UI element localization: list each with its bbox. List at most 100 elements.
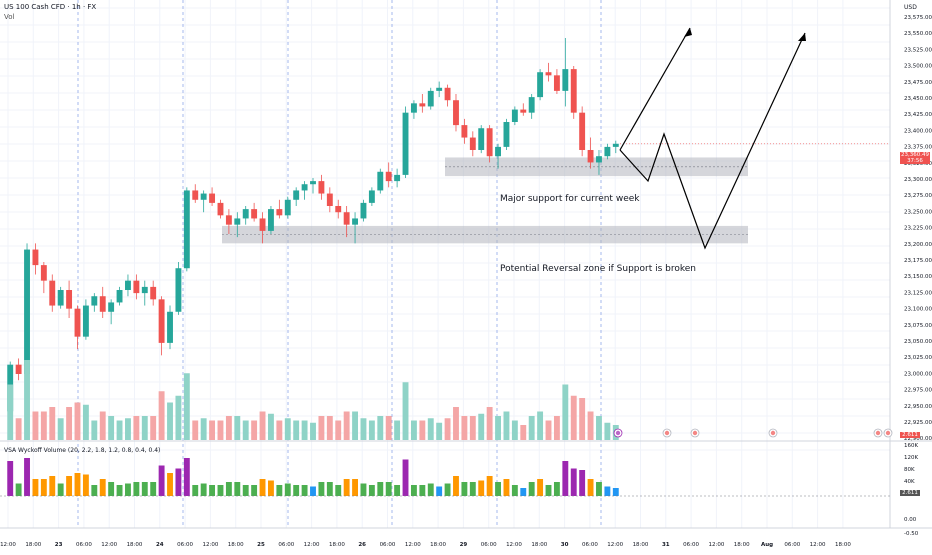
candle-body <box>343 212 350 225</box>
volume-value-badge: 2.611 <box>900 432 920 438</box>
time-tick-label: 12:00 <box>607 542 623 548</box>
candle-body <box>335 206 342 213</box>
candle-body <box>74 308 81 337</box>
volume-bar <box>183 373 190 440</box>
reversal-zone-annotation: Potential Reversal zone if Support is br… <box>500 264 697 274</box>
time-tick-label: 06:00 <box>177 542 193 548</box>
wyckoff-bar <box>276 485 283 496</box>
price-tick-label: 22,900.00 <box>904 436 932 442</box>
wyckoff-value-badge: 2.611 <box>900 490 920 496</box>
wyckoff-bar <box>66 476 73 496</box>
wyckoff-bar <box>200 483 207 496</box>
wyckoff-bar <box>486 476 493 496</box>
arrowhead-icon <box>684 28 692 37</box>
wyckoff-bar <box>49 476 56 496</box>
time-tick-label: 24 <box>156 542 164 548</box>
last-price-badge: 23,360.49 <box>900 152 930 158</box>
candle-body <box>520 109 527 113</box>
candle-body <box>469 137 476 150</box>
volume-bar <box>419 420 426 440</box>
wyckoff-bar <box>444 483 451 496</box>
symbol-title[interactable]: US 100 Cash CFD · 1h · FX <box>4 3 97 11</box>
volume-bar <box>57 418 64 440</box>
wyckoff-bar <box>318 482 325 496</box>
countdown-badge: 37:56 <box>900 158 930 164</box>
volume-bar <box>251 420 258 440</box>
volume-bar <box>352 411 358 440</box>
wyckoff-tick-label: 0.00 <box>904 517 917 523</box>
wyckoff-bar <box>394 485 401 496</box>
wyckoff-bar <box>225 482 232 496</box>
wyckoff-bar <box>511 485 518 496</box>
wyckoff-bar <box>133 482 140 496</box>
price-tick-label: 23,475.00 <box>904 80 932 86</box>
candle-body <box>478 128 485 150</box>
volume-indicator-label[interactable]: Vol <box>4 13 15 21</box>
volume-bar <box>604 422 611 440</box>
wyckoff-tick-label: -0.50 <box>904 531 919 537</box>
event-flag-icon <box>662 428 672 438</box>
candle-body <box>419 103 426 107</box>
candle-body <box>141 286 148 294</box>
price-tick-label: 23,425.00 <box>904 112 932 118</box>
volume-bar <box>461 416 468 440</box>
wyckoff-tick-label: 80K <box>904 467 915 473</box>
volume-bar <box>7 384 14 440</box>
wyckoff-tick-label: 160K <box>904 443 918 449</box>
candle-body <box>49 280 56 306</box>
wyckoff-indicator-label[interactable]: VSA Wyckoff Volume (20, 2.2, 1.8, 1.2, 0… <box>4 447 161 454</box>
candle-body <box>24 249 30 374</box>
time-tick-label: 12:00 <box>202 542 218 548</box>
time-tick-label: 06:00 <box>481 542 497 548</box>
volume-bar <box>293 420 300 440</box>
volume-bar <box>511 420 518 440</box>
price-tick-label: 23,175.00 <box>904 258 932 264</box>
wyckoff-bar <box>91 485 98 496</box>
volume-bar <box>579 398 586 440</box>
wyckoff-bar <box>528 482 535 496</box>
time-tick-label: 12:00 <box>506 542 522 548</box>
volume-bar <box>167 402 173 440</box>
time-tick-label: 26 <box>358 542 366 548</box>
time-tick-label: 25 <box>257 542 265 548</box>
wyckoff-bar <box>259 479 266 496</box>
wyckoff-bar <box>495 482 501 496</box>
major-support-annotation: Major support for current week <box>500 194 640 204</box>
volume-bar <box>192 420 199 440</box>
wyckoff-bar <box>108 482 115 496</box>
volume-bar <box>495 416 501 440</box>
candle-body <box>66 290 73 309</box>
wyckoff-bar <box>125 483 131 496</box>
wyckoff-bar <box>604 486 611 496</box>
wyckoff-bar <box>570 468 577 496</box>
candle-body <box>596 156 602 163</box>
volume-bar <box>335 420 342 440</box>
candle-body <box>579 112 586 150</box>
volume-bar <box>40 411 47 440</box>
candle-body <box>545 72 552 76</box>
volume-bar <box>133 416 140 440</box>
event-flag-icon <box>883 428 893 438</box>
volume-bar <box>74 402 81 440</box>
wyckoff-bar <box>402 459 409 496</box>
event-flag-icon <box>690 428 700 438</box>
candle-body <box>326 193 333 206</box>
wyckoff-bar <box>217 485 224 496</box>
time-tick-label: 06:00 <box>784 542 800 548</box>
time-tick-label: Aug <box>761 542 773 548</box>
wyckoff-bar <box>343 479 350 496</box>
wyckoff-bar <box>545 485 552 496</box>
price-tick-label: 23,150.00 <box>904 274 932 280</box>
candle-body <box>167 311 173 343</box>
wyckoff-bar <box>596 482 602 496</box>
time-tick-label: 06:00 <box>278 542 294 548</box>
currency-label[interactable]: USD <box>904 4 917 11</box>
candle-body <box>318 181 325 194</box>
volume-bar <box>318 416 325 440</box>
candle-body <box>15 364 22 374</box>
volume-bar <box>410 420 417 440</box>
wyckoff-bar <box>141 482 148 496</box>
wyckoff-bar <box>74 473 81 496</box>
